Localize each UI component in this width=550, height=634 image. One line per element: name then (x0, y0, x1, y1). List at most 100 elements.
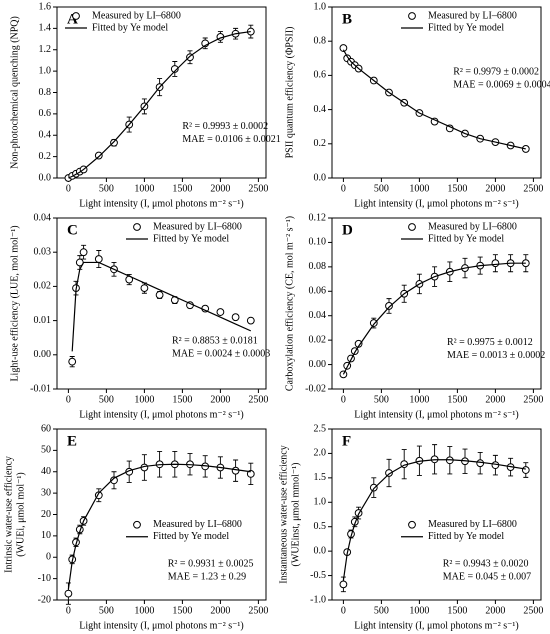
data-point (246, 469, 255, 478)
legend-label: Measured by LI–6800 (428, 221, 517, 232)
x-tick-label: 2000 (210, 394, 230, 405)
y-tick-label: 20 (41, 509, 51, 520)
fitted-line (68, 30, 251, 179)
x-tick-label: 0 (66, 605, 71, 616)
annotation: R² = 0.9975 ± 0.0012 (447, 337, 533, 348)
data-point (94, 255, 103, 263)
fitted-line (342, 262, 526, 375)
y-tick-label: 1.0 (39, 65, 52, 76)
x-tick-label: 2500 (523, 394, 543, 405)
y-axis-label: Intrinsic water-use efficiency (3, 456, 14, 573)
plot-frame (331, 6, 542, 179)
x-tick-label: 1500 (447, 183, 467, 194)
plot-frame (56, 217, 267, 390)
annotation: R² = 0.9931 ± 0.0025 (168, 558, 254, 569)
x-axis-label: Light intensity (I, μmol photons m⁻² s⁻¹… (354, 620, 518, 631)
y-tick-label: -20 (38, 594, 51, 605)
y-tick-label: 0.03 (34, 246, 52, 257)
y-tick-label: 0.2 (39, 151, 52, 162)
y-axis-label: Carboxylation efficiency (CE, mol m⁻² s⁻… (284, 216, 295, 391)
x-tick-label: 0 (341, 183, 346, 194)
y-axis-label: Light-use efficiency (LUE, mol mol⁻¹) (9, 225, 20, 381)
y-tick-label: 0.0 (314, 172, 327, 183)
x-tick-label: 2500 (523, 605, 543, 616)
data-point (155, 291, 164, 299)
panel-label: B (342, 11, 352, 27)
y-tick-label: -0.5 (310, 570, 326, 581)
y-tick-label: 0.04 (309, 310, 327, 321)
data-point (385, 302, 393, 310)
legend-marker (72, 12, 80, 20)
data-point (110, 476, 118, 485)
legend-label: Measured by LI–6800 (153, 221, 242, 232)
panel-label: D (342, 222, 353, 238)
data-point (140, 284, 149, 293)
y-tick-label: 2.0 (314, 448, 327, 459)
y-tick-label: 0.6 (39, 108, 52, 119)
y-tick-label: 1.0 (314, 497, 327, 508)
legend-marker (133, 223, 141, 231)
x-tick-label: 1500 (172, 183, 192, 194)
data-point (170, 65, 179, 73)
y-tick-label: 0.0 (314, 545, 327, 556)
x-axis-label: Light intensity (I, μmol photons m⁻² s⁻¹… (79, 620, 243, 631)
x-tick-label: 1000 (134, 605, 154, 616)
x-tick-label: 1000 (134, 183, 154, 194)
x-tick-label: 0 (66, 183, 71, 194)
fitted-line (67, 463, 251, 590)
x-tick-label: 500 (99, 605, 114, 616)
y-tick-label: 0.06 (309, 286, 327, 297)
y-tick-label: 0.10 (309, 237, 327, 248)
x-axis-label: Light intensity (I, μmol photons m⁻² s⁻¹… (354, 198, 518, 209)
fitted-line (71, 261, 252, 352)
y-tick-label: 1.5 (314, 472, 327, 483)
y-axis-label: Instantaneous water-use efficiency (278, 445, 289, 583)
x-tick-label: 1000 (134, 394, 154, 405)
legend-label: Fitted by Ye model (428, 233, 504, 244)
y-tick-label: 50 (41, 445, 51, 456)
annotation: MAE = 0.0024 ± 0.0003 (172, 348, 270, 359)
x-tick-label: 500 (374, 183, 389, 194)
y-tick-label: 40 (41, 466, 51, 477)
data-point (64, 589, 73, 598)
x-axis-label: Light intensity (I, μmol photons m⁻² s⁻¹… (79, 198, 243, 209)
legend-label: Measured by LI–6800 (92, 10, 181, 21)
annotation: MAE = 1.23 ± 0.29 (168, 571, 246, 582)
fitted-line (342, 49, 526, 150)
y-tick-label: 1.6 (39, 1, 52, 12)
legend-label: Fitted by Ye model (153, 531, 229, 542)
y-tick-label: 1.0 (314, 1, 327, 12)
y-tick-label: 0.02 (309, 334, 327, 345)
y-tick-label: -0.02 (305, 383, 326, 394)
y-tick-label: 0.4 (39, 130, 52, 141)
x-tick-label: 1500 (172, 394, 192, 405)
y-tick-label: 0.5 (314, 521, 327, 532)
annotation: R² = 0.9943 ± 0.0020 (443, 558, 529, 569)
x-tick-label: 1500 (447, 605, 467, 616)
y-tick-label: 0.00 (309, 359, 327, 370)
legend-label: Fitted by Ye model (92, 22, 168, 33)
y-tick-label: -10 (38, 573, 51, 584)
x-tick-label: 2500 (248, 605, 268, 616)
x-tick-label: 2000 (485, 394, 505, 405)
legend-label: Fitted by Ye model (153, 233, 229, 244)
y-tick-label: -1.0 (310, 594, 326, 605)
plot-frame (331, 217, 542, 390)
y-axis-label: (WUEinst, μmol mmol⁻¹) (290, 463, 301, 567)
annotation: MAE = 0.045 ± 0.007 (443, 571, 531, 582)
data-point (476, 459, 485, 468)
fitted-line (342, 459, 526, 581)
y-tick-label: 0.12 (309, 212, 327, 223)
x-tick-label: 1000 (409, 605, 429, 616)
x-tick-label: 1500 (172, 605, 192, 616)
annotation: R² = 0.9993 ± 0.0002 (182, 121, 268, 132)
y-tick-label: 0.8 (39, 87, 52, 98)
x-tick-label: 0 (66, 394, 71, 405)
data-point (385, 469, 393, 477)
data-point (339, 44, 348, 52)
legend-marker (408, 12, 416, 20)
x-tick-label: 2000 (210, 183, 230, 194)
data-point (246, 316, 255, 325)
legend-label: Measured by LI–6800 (153, 519, 242, 530)
